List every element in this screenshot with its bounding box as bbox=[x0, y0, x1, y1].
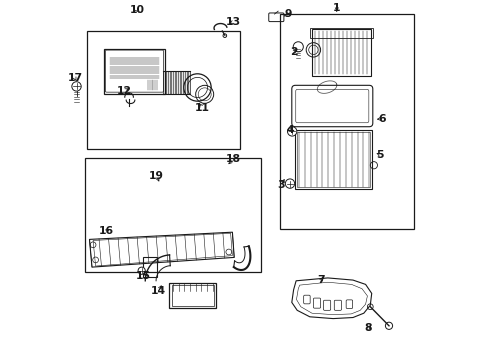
Text: 19: 19 bbox=[149, 171, 164, 181]
Text: 12: 12 bbox=[117, 86, 132, 96]
Text: 11: 11 bbox=[195, 103, 210, 113]
Bar bbox=[87, 31, 240, 149]
Circle shape bbox=[138, 267, 145, 274]
Text: 15: 15 bbox=[136, 271, 151, 282]
Text: 14: 14 bbox=[151, 286, 166, 296]
Text: 2: 2 bbox=[290, 47, 297, 57]
Bar bbox=[310, 28, 373, 38]
Text: 6: 6 bbox=[378, 114, 386, 124]
Bar bbox=[163, 71, 190, 94]
Bar bbox=[143, 257, 157, 277]
Text: 5: 5 bbox=[376, 150, 384, 160]
Bar bbox=[297, 132, 370, 187]
Text: 4: 4 bbox=[286, 125, 294, 135]
Bar bbox=[85, 158, 261, 272]
Bar bbox=[172, 285, 214, 306]
Bar bbox=[312, 29, 371, 76]
Text: 10: 10 bbox=[129, 5, 145, 15]
Text: 13: 13 bbox=[226, 17, 241, 27]
Bar bbox=[170, 283, 216, 308]
Text: 17: 17 bbox=[68, 73, 83, 84]
Bar bbox=[294, 130, 372, 189]
Circle shape bbox=[285, 179, 294, 188]
Bar bbox=[280, 14, 414, 229]
Text: 8: 8 bbox=[365, 323, 372, 333]
Text: 7: 7 bbox=[318, 275, 325, 285]
Text: 3: 3 bbox=[277, 180, 285, 190]
Text: 9: 9 bbox=[285, 9, 292, 19]
Text: 18: 18 bbox=[226, 154, 241, 164]
Text: 1: 1 bbox=[333, 3, 341, 13]
Circle shape bbox=[72, 82, 81, 91]
Circle shape bbox=[288, 127, 297, 136]
Text: 16: 16 bbox=[99, 226, 114, 236]
